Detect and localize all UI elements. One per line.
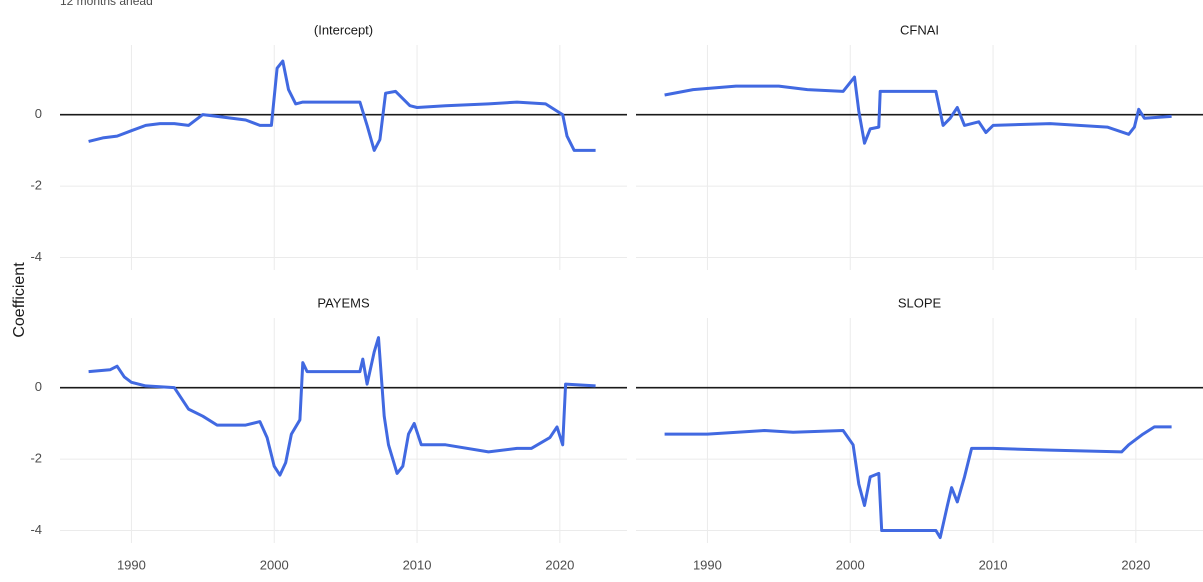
x-tick-label: 2020 — [545, 557, 574, 572]
y-tick-label: -4 — [30, 522, 42, 537]
data-line — [88, 59, 596, 152]
x-tick-label: 2010 — [403, 557, 432, 572]
x-tick-label: 1990 — [693, 557, 722, 572]
x-tick-label: 2020 — [1121, 557, 1150, 572]
y-tick-label: -4 — [30, 249, 42, 264]
panel-title: PAYEMS — [317, 295, 370, 310]
panel-title: SLOPE — [898, 295, 942, 310]
x-tick-label: 2010 — [979, 557, 1008, 572]
subtitle: 12 months ahead — [60, 0, 153, 8]
y-tick-label: -2 — [30, 451, 42, 466]
x-tick-label: 2000 — [260, 557, 289, 572]
data-line — [664, 75, 1172, 145]
y-tick-label: 0 — [35, 106, 42, 121]
y-tick-label: -2 — [30, 178, 42, 193]
x-tick-label: 2000 — [836, 557, 865, 572]
y-axis-label: Coefficient — [11, 262, 28, 338]
panel-title: (Intercept) — [314, 22, 373, 37]
x-tick-label: 1990 — [117, 557, 146, 572]
data-line — [664, 425, 1172, 540]
panel-title: CFNAI — [900, 22, 939, 37]
y-tick-label: 0 — [35, 379, 42, 394]
data-line — [88, 336, 596, 477]
